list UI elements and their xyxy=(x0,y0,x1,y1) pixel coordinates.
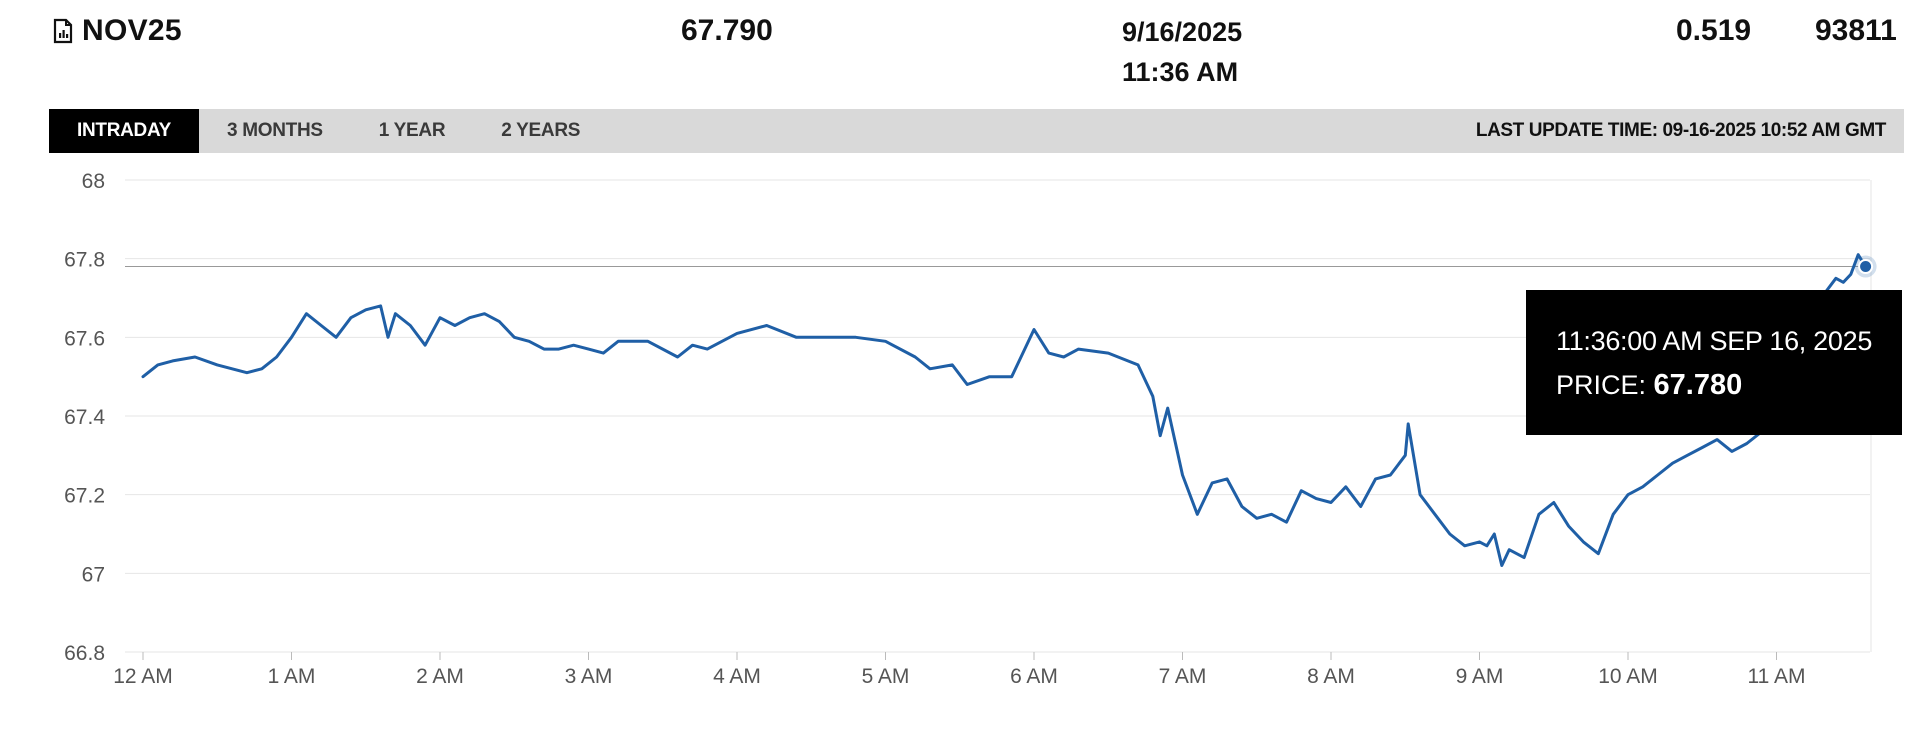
x-tick-label: 1 AM xyxy=(268,665,316,688)
x-tick-label: 10 AM xyxy=(1598,665,1658,688)
x-tick-label: 9 AM xyxy=(1456,665,1504,688)
tooltip-price-value: 67.780 xyxy=(1653,369,1743,401)
tooltip-price-label: PRICE: xyxy=(1556,370,1647,400)
y-tick-label: 67.8 xyxy=(64,249,105,272)
range-tab-bar: INTRADAY 3 MONTHS 1 YEAR 2 YEARS LAST UP… xyxy=(49,109,1904,153)
x-tick-label: 5 AM xyxy=(862,665,910,688)
tab-3-months[interactable]: 3 MONTHS xyxy=(227,120,323,141)
y-tick-label: 68 xyxy=(82,170,105,193)
last-price: 67.790 xyxy=(681,14,773,47)
symbol-block: NOV25 xyxy=(52,14,182,48)
tooltip-price: PRICE: 67.780 xyxy=(1556,368,1902,402)
price-chart[interactable]: 68 67.8 67.6 67.4 67.2 67 66.8 12 AM 1 AM 2 AM 3 A… xyxy=(0,160,1920,700)
x-tick-label: 12 AM xyxy=(113,665,173,688)
price-change: 0.519 xyxy=(1676,14,1752,47)
quote-time: 11:36 AM xyxy=(1122,57,1239,87)
tooltip-time: 11:36:00 AM SEP 16, 2025 xyxy=(1556,326,1873,356)
y-tick-label: 67.2 xyxy=(64,485,105,508)
contract-symbol: NOV25 xyxy=(82,14,182,47)
tab-2-years[interactable]: 2 YEARS xyxy=(501,120,581,141)
y-tick-label: 66.8 xyxy=(64,642,105,665)
tab-intraday[interactable]: INTRADAY xyxy=(49,109,199,153)
price-series-line xyxy=(141,253,1868,567)
x-tick-label: 11 AM xyxy=(1748,665,1806,688)
y-tick-label: 67.4 xyxy=(64,406,105,429)
price-tooltip: 11:36:00 AM SEP 16, 2025 PRICE: 67.780 xyxy=(1526,290,1902,435)
y-tick-label: 67 xyxy=(82,563,105,586)
quote-datetime: 9/16/2025 11:36 AM xyxy=(1122,12,1242,92)
y-tick-label: 67.6 xyxy=(64,327,105,350)
quote-date: 9/16/2025 xyxy=(1122,17,1243,47)
x-tick-label: 8 AM xyxy=(1307,665,1355,688)
quote-header: NOV25 67.790 9/16/2025 11:36 AM 0.519 93… xyxy=(0,0,1920,100)
tab-1-year[interactable]: 1 YEAR xyxy=(378,120,446,141)
hover-marker-point xyxy=(1858,259,1874,275)
x-tick-label: 6 AM xyxy=(1010,665,1058,688)
x-tick-label: 4 AM xyxy=(713,665,761,688)
document-chart-icon xyxy=(52,18,74,44)
volume: 93811 xyxy=(1815,14,1897,47)
x-tick-label: 3 AM xyxy=(565,665,613,688)
x-tick-label: 7 AM xyxy=(1159,665,1207,688)
last-update-time: LAST UPDATE TIME: 09-16-2025 10:52 AM GM… xyxy=(1475,120,1887,141)
x-tick-label: 2 AM xyxy=(416,665,464,688)
